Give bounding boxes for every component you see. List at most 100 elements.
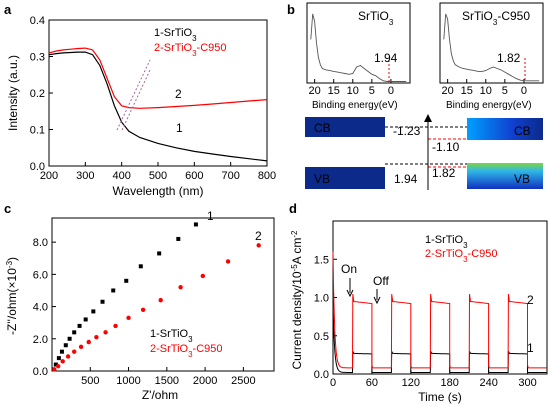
chart-c-point-s2 xyxy=(103,330,108,335)
chart-d-ytick-label: 0.0 xyxy=(314,369,329,381)
chart-c-xtick-label: 2500 xyxy=(231,375,255,387)
chart-a: 200 300 400 500 600 700 800 0.0 0.1 0.2 0.3 0.4 Wa… xyxy=(6,15,276,198)
chart-d-xlabel: Time (s) xyxy=(418,390,462,404)
band-cb-right-label: CB xyxy=(514,124,531,138)
band-vb-left-label: VB xyxy=(314,172,330,186)
chart-a-series-2 xyxy=(48,47,268,109)
chart-b-xtick-label: 5 xyxy=(502,85,508,97)
chart-c-point-s1 xyxy=(193,222,198,227)
chart-d-curve-label-1: 1 xyxy=(527,341,534,355)
chart-b1-annotation: 1.94 xyxy=(374,51,398,65)
panel-label-c: c xyxy=(4,201,11,216)
chart-d-ytick-label: 1.5 xyxy=(314,254,329,266)
panel-label-a: a xyxy=(4,2,12,17)
chart-a-ytick-label: 0.2 xyxy=(30,88,45,100)
chart-d-xtick-label: 240 xyxy=(479,377,497,389)
chart-c-point-s1 xyxy=(77,323,82,328)
chart-a-xtick-label: 400 xyxy=(112,170,130,182)
chart-d-arrowhead-off xyxy=(373,296,381,305)
chart-b1-xlabel: Binding energy(eV) xyxy=(312,100,398,111)
chart-c-xtick-label: 1000 xyxy=(116,375,140,387)
chart-c-point-s2 xyxy=(200,273,206,279)
chart-c-point-s1 xyxy=(72,330,77,335)
chart-d-xtick-label: 180 xyxy=(441,377,459,389)
chart-a-curve-label-2: 2 xyxy=(175,87,182,101)
band-vb-right xyxy=(467,163,543,189)
band-cb-left-label: CB xyxy=(314,121,331,135)
chart-d-series-1 xyxy=(332,305,547,373)
band-vb-right-value: 1.82 xyxy=(432,166,456,180)
chart-b1-title: SrTiO3 xyxy=(358,9,394,27)
chart-b1-curve xyxy=(310,13,407,82)
chart-c-point-s2 xyxy=(140,307,146,312)
chart-c-frame xyxy=(51,217,275,372)
chart-b-xtick-label: 0 xyxy=(521,85,527,97)
chart-c-point-s2 xyxy=(72,349,77,354)
chart-c-point-s1 xyxy=(138,264,143,269)
chart-a-ytick-label: 0.4 xyxy=(30,15,45,27)
chart-c-legend-1: 1-SrTiO3 xyxy=(150,328,193,344)
chart-c-point-s2 xyxy=(52,367,57,372)
chart-b-xtick-label: 15 xyxy=(461,85,473,97)
chart-d-xtick-label: 300 xyxy=(518,377,536,389)
chart-d-legend-2: 2-SrTiO3-C950 xyxy=(425,248,498,264)
chart-a-xtick-label: 800 xyxy=(258,170,276,182)
chart-c-ytick-label: 6.0 xyxy=(33,269,48,281)
band-vb-right-label: VB xyxy=(514,172,530,186)
chart-c-point-s1 xyxy=(53,362,58,367)
chart-b-xtick-label: 5 xyxy=(369,85,375,97)
chart-c-ytick-label: 2.0 xyxy=(33,334,48,346)
chart-c-point-s1 xyxy=(67,336,72,341)
chart-d-ytick-label: 1.0 xyxy=(314,293,329,305)
chart-b: 20 15 10 5 0 SrTiO3 1.94 Binding energy(eV) … xyxy=(305,2,544,190)
chart-b-xtick-label: 15 xyxy=(328,85,340,97)
band-vb-left-value: 1.94 xyxy=(394,172,418,186)
chart-c-point-s1 xyxy=(83,317,88,322)
band-cb-right-value: -1.10 xyxy=(432,140,460,154)
band-cb-right xyxy=(467,118,543,140)
chart-c-point-s1 xyxy=(111,288,116,293)
chart-c-xlabel: Z'/ohm xyxy=(142,388,178,402)
chart-a-ytick-label: 0.0 xyxy=(30,161,45,173)
chart-c-ytick-label: 4.0 xyxy=(33,302,48,314)
chart-c-point-s1 xyxy=(59,349,64,354)
chart-c-xtick-label: 2000 xyxy=(193,375,217,387)
chart-b-xtick-label: 20 xyxy=(442,85,454,97)
chart-a-ylabel: Intensity (a.u.) xyxy=(6,55,20,131)
chart-c-point-s2 xyxy=(78,344,84,350)
chart-b2-annotation: 1.82 xyxy=(497,51,521,65)
chart-c-ylabel: -Z''/ohm(×10-3) xyxy=(5,257,20,335)
chart-b2-title: SrTiO3-C950 xyxy=(462,9,530,27)
chart-d: 0 60 120 180 240 300 0.0 0.5 1.0 1.5 Time (s) Cu… xyxy=(290,220,548,404)
chart-c-point-s1 xyxy=(63,343,68,348)
band-energy-arrow xyxy=(424,114,432,122)
chart-a-xlabel: Wavelength (nm) xyxy=(113,184,204,198)
chart-a-tangent-1 xyxy=(116,59,151,131)
chart-a-xtick-label: 700 xyxy=(221,170,239,182)
chart-d-ylabel: Current density/10-5A cm-2 xyxy=(290,230,305,370)
chart-a-xtick-label: 300 xyxy=(76,170,94,182)
chart-c-point-s2 xyxy=(60,359,65,364)
chart-d-xtick-label: 120 xyxy=(402,377,420,389)
chart-a-tangent-2 xyxy=(121,69,151,131)
chart-c-point-s2 xyxy=(126,315,131,321)
chart-c-point-s1 xyxy=(124,278,129,283)
chart-b-xtick-label: 0 xyxy=(388,85,394,97)
chart-a-ytick-label: 0.1 xyxy=(30,125,45,137)
chart-b2-frame xyxy=(439,2,544,84)
chart-a-curve-label-1: 1 xyxy=(176,121,183,135)
chart-c-xtick-label: 1500 xyxy=(155,375,179,387)
chart-c-point-s2 xyxy=(86,339,91,345)
chart-d-legend-1: 1-SrTiO3 xyxy=(425,234,468,250)
band-cb-left-value: -1.23 xyxy=(393,124,421,138)
chart-b1-frame xyxy=(306,2,411,84)
chart-d-annotation-off: Off xyxy=(373,274,389,288)
chart-c-legend-2: 2-SrTiO3-C950 xyxy=(150,343,223,359)
chart-c-ytick-label: 8.0 xyxy=(33,237,48,249)
chart-a-series-1 xyxy=(48,51,268,162)
chart-d-annotation-on: On xyxy=(341,262,357,276)
chart-a-xtick-label: 600 xyxy=(185,170,203,182)
chart-c-point-s2 xyxy=(225,259,231,264)
chart-c-point-s1 xyxy=(157,251,162,256)
